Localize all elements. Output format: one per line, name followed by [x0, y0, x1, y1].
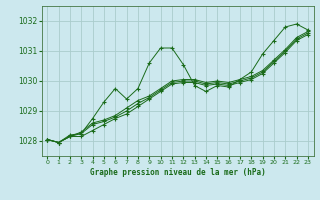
- X-axis label: Graphe pression niveau de la mer (hPa): Graphe pression niveau de la mer (hPa): [90, 168, 266, 177]
